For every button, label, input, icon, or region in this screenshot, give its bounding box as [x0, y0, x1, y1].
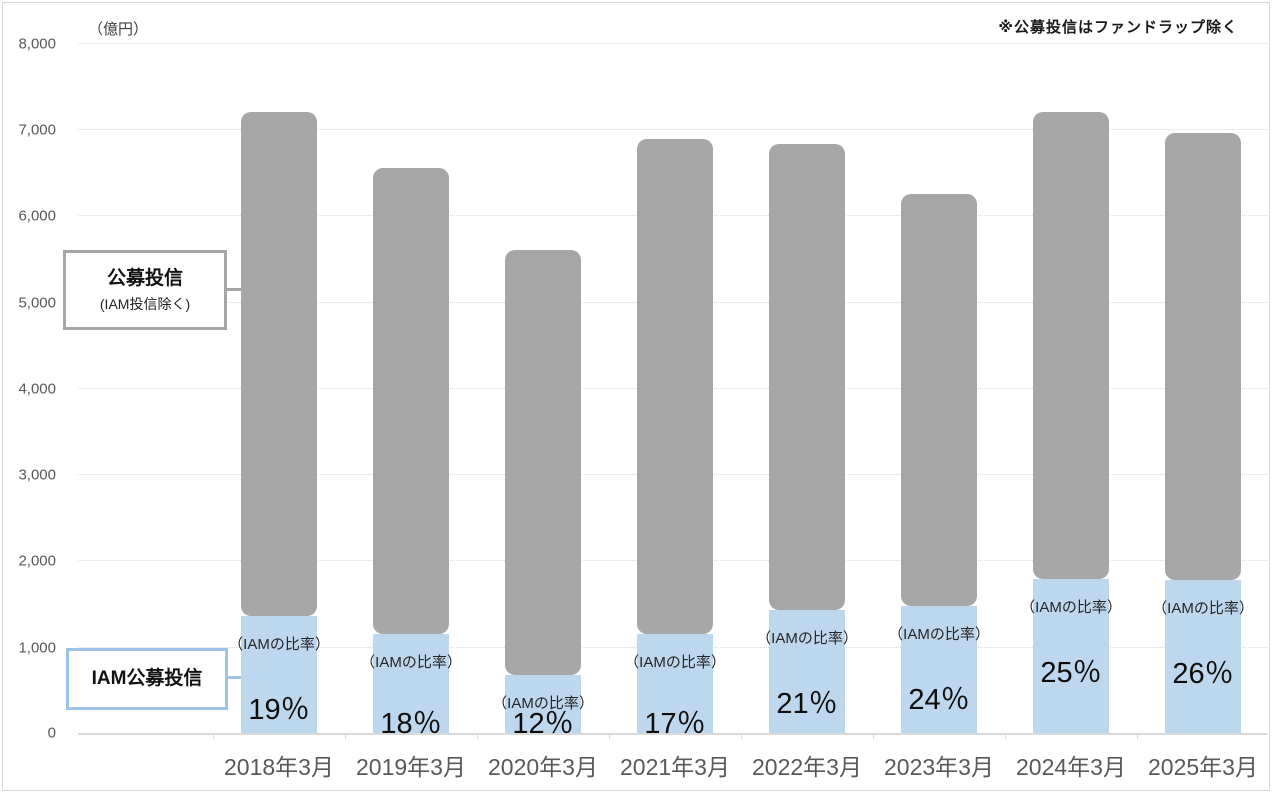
iam-ratio-label: （IAMの比率）: [888, 626, 990, 644]
legend-subtitle-public-funds: (IAM投信除く): [99, 295, 191, 312]
y-tick-label: 1,000: [18, 639, 56, 657]
iam-ratio-value: 24％: [908, 684, 970, 717]
y-tick-label: 8,000: [18, 35, 56, 53]
y-axis-unit-label: （億円）: [88, 21, 149, 38]
legend-connector-public-funds: [227, 288, 241, 291]
bar-segment-other: [637, 139, 713, 634]
bar-segment-iam: [241, 616, 317, 733]
iam-ratio-value: 12％: [512, 708, 574, 740]
iam-ratio-value: 26％: [1172, 658, 1234, 691]
category-label: 2023年3月: [884, 754, 994, 780]
iam-ratio-label: （IAMの比率）: [1020, 599, 1122, 617]
category-label: 2025年3月: [1148, 754, 1258, 780]
category-label: 2018年3月: [224, 754, 334, 780]
x-axis-tick: [1137, 733, 1138, 739]
gridline-7000: [78, 128, 1267, 130]
iam-ratio-value: 18％: [380, 708, 442, 740]
bar-segment-other: [769, 144, 845, 611]
x-axis-line: [78, 733, 1267, 735]
bar-segment-other: [901, 193, 977, 607]
x-axis-tick: [609, 733, 610, 739]
bar-segment-other: [241, 111, 317, 617]
iam-ratio-label: （IAMの比率）: [756, 630, 858, 648]
x-axis-tick: [1269, 733, 1270, 739]
iam-ratio-label: （IAMの比率）: [360, 653, 462, 671]
legend-box-public-funds: 公募投信 (IAM投信除く): [63, 250, 227, 330]
x-axis-tick: [345, 733, 346, 739]
y-tick-label: 2,000: [18, 552, 56, 570]
legend-box-iam-funds: IAM公募投信: [66, 648, 228, 710]
bar-segment-iam: [769, 610, 845, 733]
bar-segment-other: [505, 249, 581, 676]
x-axis-tick: [873, 733, 874, 739]
bar-segment-iam: [1165, 580, 1241, 733]
bar-segment-other: [1165, 133, 1241, 581]
iam-ratio-label: （IAMの比率）: [1152, 600, 1254, 618]
x-axis-tick: [741, 733, 742, 739]
category-label: 2019年3月: [356, 754, 466, 780]
y-tick-label: 6,000: [18, 207, 56, 225]
bar-segment-other: [373, 167, 449, 634]
y-tick-label: 7,000: [18, 121, 56, 139]
iam-ratio-value: 21％: [776, 688, 838, 721]
y-tick-label: 5,000: [18, 294, 56, 311]
x-axis-tick: [477, 733, 478, 739]
iam-ratio-label: （IAMの比率）: [228, 636, 330, 654]
iam-ratio-value: 17％: [644, 708, 706, 740]
category-label: 2021年3月: [620, 754, 730, 780]
bar-segment-iam: [505, 675, 581, 733]
gridline-8000: [78, 42, 1267, 44]
x-axis-tick: [213, 733, 214, 739]
y-tick-label: 3,000: [18, 466, 56, 484]
legend-title-public-funds: 公募投信: [106, 268, 183, 290]
category-label: 2020年3月: [488, 754, 598, 780]
iam-ratio-label: （IAMの比率）: [624, 653, 726, 671]
bar-segment-iam: [637, 633, 713, 733]
bar-segment-iam: [1033, 579, 1109, 733]
bar-segment-iam: [901, 606, 977, 733]
iam-ratio-value: 19％: [248, 694, 310, 727]
iam-ratio-label: （IAMの比率）: [492, 695, 594, 713]
bar-segment-iam: [373, 633, 449, 733]
category-label: 2024年3月: [1016, 754, 1126, 780]
x-axis-tick: [1005, 733, 1006, 739]
iam-ratio-value: 25％: [1040, 657, 1102, 690]
legend-title-iam-funds: IAM公募投信: [91, 668, 203, 690]
y-tick-label: 4,000: [18, 380, 56, 398]
y-tick-label: 0: [47, 724, 56, 742]
category-label: 2022年3月: [752, 754, 862, 780]
footnote: ※公募投信はファンドラップ除く: [998, 19, 1238, 36]
legend-connector-iam-funds: [228, 676, 241, 679]
bar-segment-other: [1033, 111, 1109, 580]
